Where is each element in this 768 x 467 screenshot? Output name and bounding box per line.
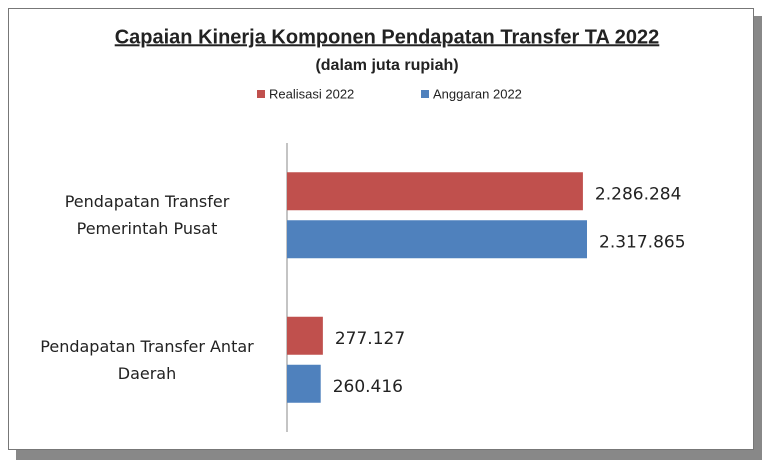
bar	[287, 316, 323, 355]
bar	[287, 364, 321, 403]
value-label: 2.286.284	[595, 184, 682, 204]
category-label: Pendapatan Transfer Pemerintah Pusat	[64, 192, 230, 239]
value-label: 277.127	[335, 329, 405, 349]
value-label: 2.317.865	[599, 232, 686, 252]
value-label: 260.416	[333, 377, 403, 397]
bar	[287, 220, 587, 259]
chart-title: Capaian Kinerja Komponen Pendapatan Tran…	[115, 26, 660, 48]
legend-label: Anggaran 2022	[433, 86, 522, 101]
legend-swatch	[421, 90, 429, 98]
category-label: Pendapatan Transfer Antar Daerah	[40, 336, 254, 383]
bar	[287, 172, 583, 211]
legend-swatch	[257, 90, 265, 98]
chart-subtitle: (dalam juta rupiah)	[315, 57, 458, 74]
legend-label: Realisasi 2022	[269, 86, 354, 101]
